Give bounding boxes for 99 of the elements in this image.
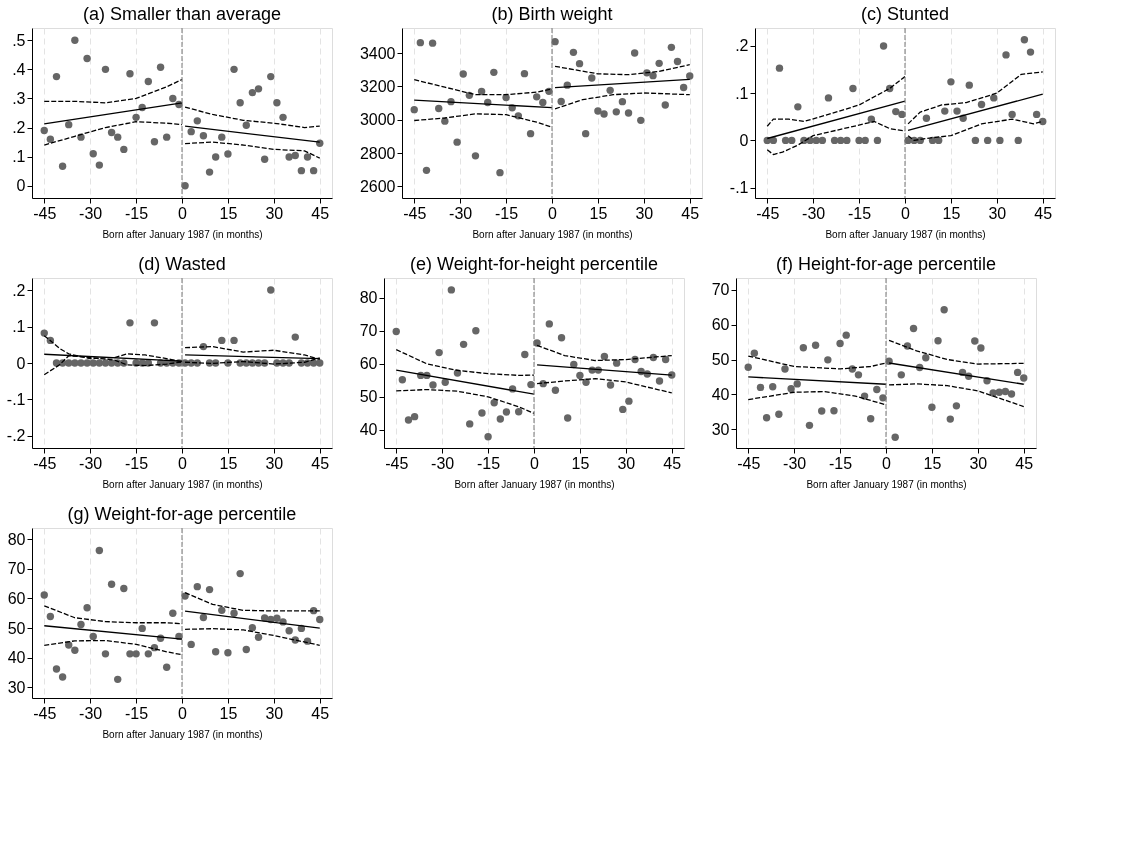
x-tick-label: -45 <box>756 204 780 222</box>
y-tick-label: .1 <box>12 148 26 166</box>
y-tick-label: 80 <box>359 289 378 307</box>
y-tick-label: 80 <box>7 530 26 548</box>
y-tick-label: 2600 <box>359 177 396 195</box>
y-tick-label: .1 <box>12 318 26 336</box>
x-tick-label: -15 <box>125 454 149 472</box>
y-tick-label: -.1 <box>6 390 26 408</box>
x-tick-label: 0 <box>178 454 188 472</box>
y-tick-label: .2 <box>12 281 26 299</box>
x-tick-label: -30 <box>802 204 826 222</box>
y-tick-label: 0 <box>16 177 26 195</box>
x-axis-title: Born after January 1987 (in months) <box>806 478 967 490</box>
y-tick-label: 70 <box>359 322 378 340</box>
chart-title: (d) Wasted <box>138 253 226 274</box>
x-tick-label: 30 <box>988 204 1007 222</box>
x-axis-title: Born after January 1987 (in months) <box>102 728 263 740</box>
y-tick-label: 30 <box>7 678 26 696</box>
x-tick-label: -15 <box>495 204 519 222</box>
y-tick-label: 3200 <box>359 77 396 95</box>
y-tick-label: 70 <box>711 281 730 299</box>
x-tick-label: -45 <box>33 704 57 722</box>
chart-title: (b) Birth weight <box>491 3 613 24</box>
x-tick-label: 0 <box>178 204 188 222</box>
x-tick-label: 0 <box>882 454 892 472</box>
x-tick-label: 45 <box>311 204 330 222</box>
y-tick-label: 70 <box>7 560 26 578</box>
y-tick-label: 50 <box>359 388 378 406</box>
x-tick-label: 45 <box>1034 204 1053 222</box>
x-tick-label: -15 <box>125 204 149 222</box>
chart-title: (f) Height-for-age percentile <box>775 253 997 274</box>
x-axis-title: Born after January 1987 (in months) <box>102 228 263 240</box>
chart-title: (c) Stunted <box>860 3 950 24</box>
y-tick-label: 50 <box>711 351 730 369</box>
y-tick-label: 2800 <box>359 144 396 162</box>
y-tick-label: 60 <box>359 355 378 373</box>
y-tick-label: 3000 <box>359 111 396 129</box>
x-tick-label: 15 <box>219 454 238 472</box>
y-tick-label: 30 <box>711 420 730 438</box>
x-tick-label: 0 <box>530 454 540 472</box>
x-tick-label: -45 <box>33 454 57 472</box>
x-tick-label: 45 <box>663 454 682 472</box>
y-tick-label: 40 <box>359 421 378 439</box>
y-tick-label: 0 <box>16 354 26 372</box>
x-axis-title: Born after January 1987 (in months) <box>454 478 615 490</box>
x-tick-label: 15 <box>923 454 942 472</box>
x-tick-label: 0 <box>901 204 911 222</box>
x-tick-label: -30 <box>79 454 103 472</box>
x-tick-label: -30 <box>79 704 103 722</box>
y-tick-label: 60 <box>7 589 26 607</box>
x-axis-title: Born after January 1987 (in months) <box>102 478 263 490</box>
y-tick-label: .3 <box>12 89 26 107</box>
x-tick-label: -15 <box>848 204 872 222</box>
x-tick-label: 15 <box>589 204 608 222</box>
x-tick-label: -30 <box>783 454 807 472</box>
x-tick-label: -15 <box>125 704 149 722</box>
x-tick-label: -15 <box>477 454 501 472</box>
x-tick-label: 15 <box>219 704 238 722</box>
y-tick-label: .4 <box>12 60 26 78</box>
y-tick-label: 60 <box>711 316 730 334</box>
x-tick-label: -45 <box>33 204 57 222</box>
x-tick-label: -45 <box>403 204 427 222</box>
chart-title: (a) Smaller than average <box>82 3 282 24</box>
x-tick-label: 45 <box>311 704 330 722</box>
y-tick-label: .2 <box>735 37 749 55</box>
x-tick-label: 45 <box>311 454 330 472</box>
x-tick-label: 15 <box>942 204 961 222</box>
x-axis-title: Born after January 1987 (in months) <box>472 228 633 240</box>
y-tick-label: .2 <box>12 119 26 137</box>
x-tick-label: 15 <box>219 204 238 222</box>
x-tick-label: -15 <box>829 454 853 472</box>
x-tick-label: 15 <box>571 454 590 472</box>
chart-title: (e) Weight-for-height percentile <box>410 253 658 274</box>
x-tick-label: 30 <box>265 454 284 472</box>
x-tick-label: 30 <box>265 704 284 722</box>
x-tick-label: 45 <box>1015 454 1034 472</box>
y-tick-label: -.1 <box>729 179 749 197</box>
y-tick-label: 0 <box>739 131 749 149</box>
x-tick-label: -30 <box>79 204 103 222</box>
x-axis-title: Born after January 1987 (in months) <box>825 228 986 240</box>
x-tick-label: 0 <box>178 704 188 722</box>
x-tick-label: -30 <box>449 204 473 222</box>
y-tick-label: .5 <box>12 31 26 49</box>
y-tick-label: 3400 <box>359 44 396 62</box>
chart-title: (g) Weight-for-age percentile <box>67 503 297 524</box>
y-tick-label: 40 <box>711 385 730 403</box>
x-tick-label: 30 <box>969 454 988 472</box>
x-tick-label: 30 <box>265 204 284 222</box>
y-tick-label: .1 <box>735 84 749 102</box>
x-tick-label: -30 <box>431 454 455 472</box>
y-tick-label: 50 <box>7 619 26 637</box>
x-tick-label: 0 <box>548 204 558 222</box>
y-tick-label: 40 <box>7 649 26 667</box>
y-tick-label: -.2 <box>6 427 26 445</box>
x-tick-label: 45 <box>681 204 700 222</box>
x-tick-label: 30 <box>635 204 654 222</box>
x-tick-label: -45 <box>385 454 409 472</box>
x-tick-label: -45 <box>737 454 761 472</box>
x-tick-label: 30 <box>617 454 636 472</box>
